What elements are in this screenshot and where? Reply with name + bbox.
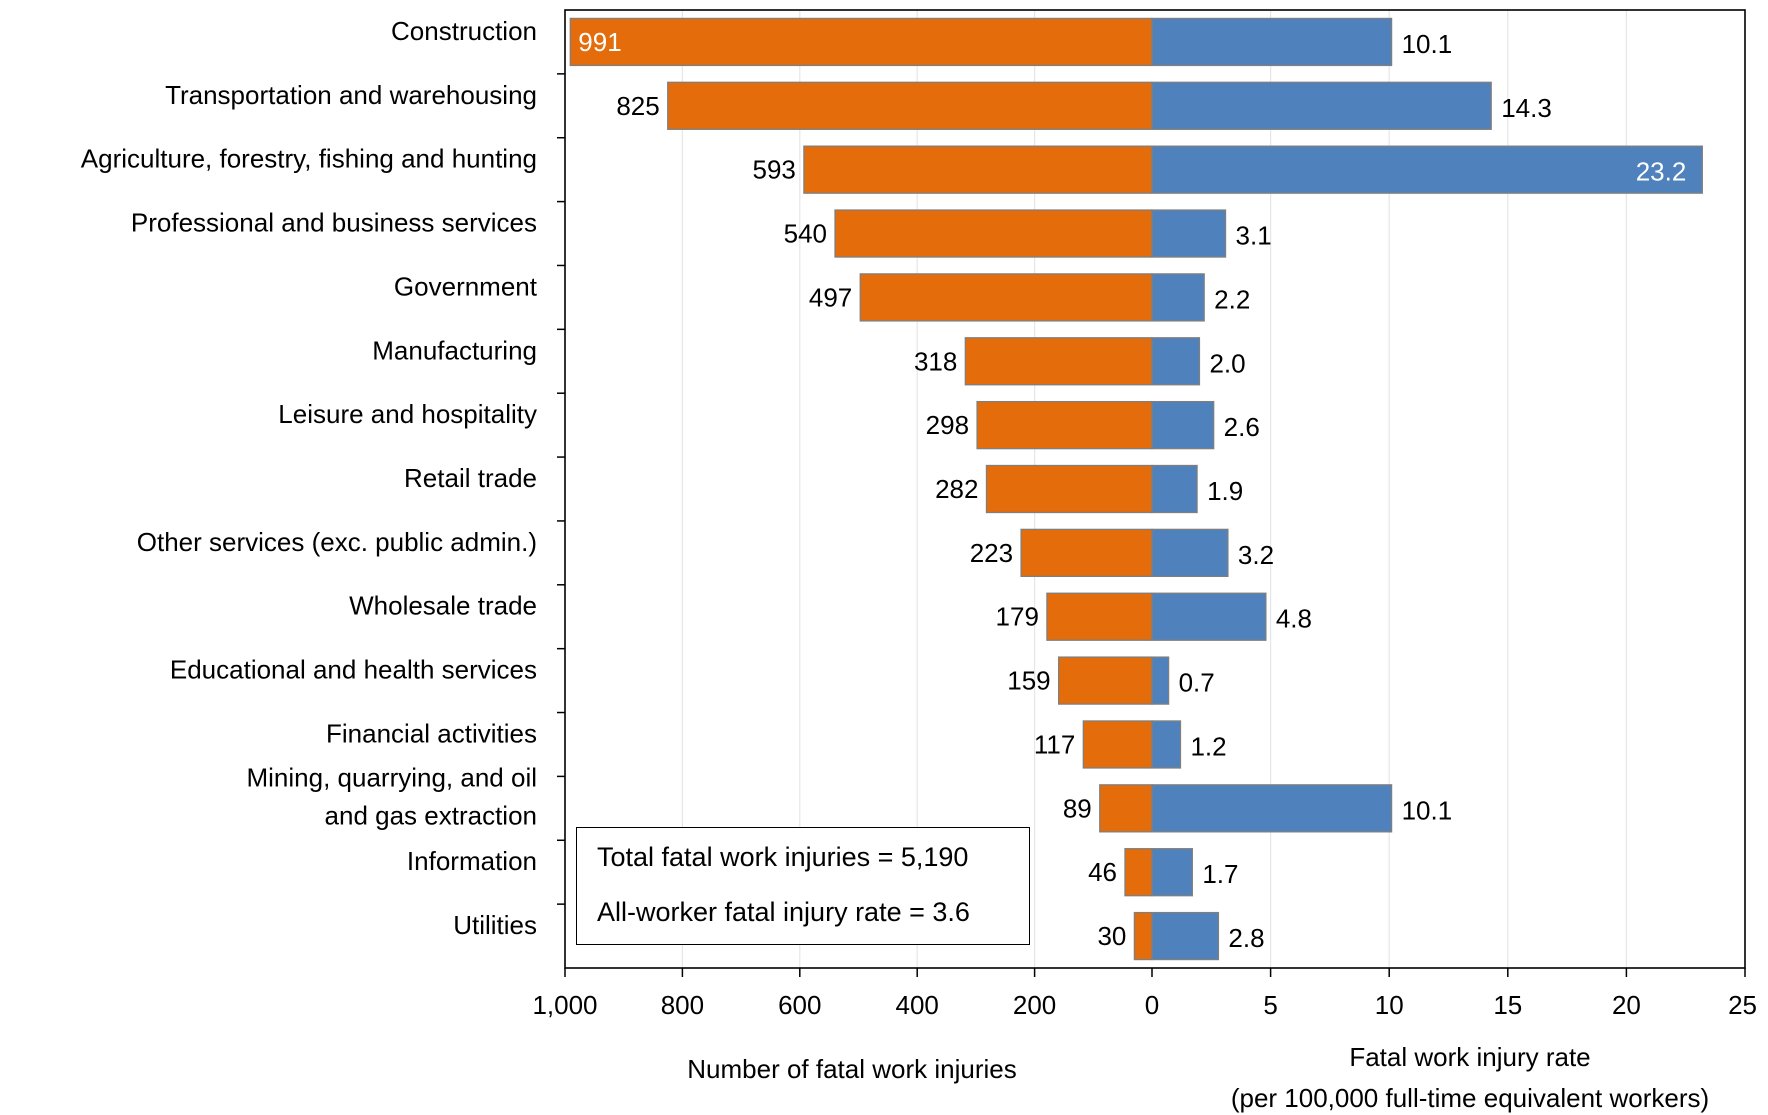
all-worker-rate-note: All-worker fatal injury rate = 3.6: [597, 897, 970, 927]
bar-rate-8: [1151, 528, 1229, 578]
bar-rate-6: [1151, 400, 1215, 450]
category-label-0: Construction: [391, 16, 537, 46]
value-label-rate-14: 2.8: [1228, 923, 1264, 953]
bar-rate-12: [1151, 784, 1393, 833]
category-label-9: Wholesale trade: [349, 591, 537, 621]
value-label-rate-12: 10.1: [1402, 795, 1453, 825]
value-label-rate-6: 2.6: [1224, 412, 1260, 442]
category-label-1: Transportation and warehousing: [165, 80, 537, 110]
value-label-count-2: 593: [753, 155, 796, 185]
value-label-rate-9: 4.8: [1276, 604, 1312, 634]
category-label-5: Manufacturing: [372, 335, 537, 365]
bar-count-7: [985, 464, 1153, 514]
bar-rate-3: [1151, 209, 1227, 258]
bar-rate-9: [1151, 592, 1267, 641]
value-label-count-14: 30: [1097, 921, 1126, 951]
left-axis-title: Number of fatal work injuries: [687, 1054, 1016, 1084]
bar-rate-5: [1151, 337, 1201, 386]
bar-count-3: [834, 209, 1153, 258]
bar-count-5: [964, 337, 1153, 386]
right-axis-title-line-1: Fatal work injury rate: [1349, 1042, 1590, 1072]
bar-count-11: [1082, 720, 1153, 769]
right-axis-title-line-2: (per 100,000 full-time equivalent worker…: [1231, 1083, 1709, 1113]
bar-rate-2: [1151, 145, 1703, 194]
value-label-rate-3: 3.1: [1236, 221, 1272, 251]
value-label-count-4: 497: [809, 282, 852, 312]
value-label-count-6: 298: [926, 410, 969, 440]
bar-count-1: [667, 81, 1153, 130]
value-label-rate-11: 1.2: [1190, 731, 1226, 761]
bar-rate-13: [1151, 848, 1193, 897]
x-tick-label-left-1: 800: [661, 990, 704, 1020]
category-label-10: Educational and health services: [170, 655, 537, 685]
value-label-rate-4: 2.2: [1214, 284, 1250, 314]
x-tick-label-left-4: 200: [1013, 990, 1056, 1020]
x-tick-label-right-0: 5: [1263, 990, 1277, 1020]
x-tick-label-left-0: 1,000: [532, 990, 597, 1020]
bar-count-10: [1058, 656, 1153, 705]
value-label-count-8: 223: [970, 538, 1013, 568]
category-label-7: Retail trade: [404, 463, 537, 493]
x-tick-label-right-2: 15: [1493, 990, 1522, 1020]
value-label-rate-1: 14.3: [1501, 93, 1552, 123]
plot-frame: [564, 9, 1746, 969]
summary-annotation-box: Total fatal work injuries = 5,190 All-wo…: [576, 827, 1030, 945]
category-label-11: Financial activities: [326, 718, 537, 748]
category-label-14: Utilities: [453, 910, 537, 940]
bars: [569, 17, 1703, 961]
value-label-count-3: 540: [784, 219, 827, 249]
category-label-8: Other services (exc. public admin.): [137, 527, 537, 557]
value-label-count-9: 179: [996, 602, 1039, 632]
value-label-count-5: 318: [914, 346, 957, 376]
bar-rate-11: [1151, 720, 1182, 769]
bar-count-0: [569, 17, 1153, 67]
x-tick-label-left-3: 400: [896, 990, 939, 1020]
x-tick-label-right-3: 20: [1612, 990, 1641, 1020]
bar-rate-1: [1151, 81, 1492, 130]
x-tick-label-right-4: 25: [1728, 990, 1757, 1020]
value-label-count-12: 89: [1063, 793, 1092, 823]
bar-rate-0: [1151, 17, 1393, 67]
value-label-count-1: 825: [616, 91, 659, 121]
value-label-rate-13: 1.7: [1202, 859, 1238, 889]
category-label-4: Government: [394, 271, 538, 301]
value-label-rate-10: 0.7: [1179, 668, 1215, 698]
bar-count-8: [1020, 528, 1153, 578]
bar-count-12: [1099, 784, 1153, 833]
category-label-13: Information: [407, 846, 537, 876]
value-label-count-10: 159: [1007, 666, 1050, 696]
value-label-count-0: 991: [578, 27, 621, 57]
x-tick-label-right-1: 10: [1375, 990, 1404, 1020]
bar-count-9: [1046, 592, 1153, 641]
x-tick-label-left-2: 600: [778, 990, 821, 1020]
bar-rate-4: [1151, 273, 1205, 322]
category-label-6: Leisure and hospitality: [278, 399, 537, 429]
category-labels: Construction Transportation and warehousi…: [81, 16, 538, 940]
bar-count-14: [1133, 911, 1153, 961]
value-label-rate-5: 2.0: [1209, 348, 1245, 378]
bar-count-4: [859, 273, 1153, 322]
value-label-count-11: 117: [1034, 729, 1075, 759]
category-label-3: Professional and business services: [131, 208, 537, 238]
total-fatal-injuries-note: Total fatal work injuries = 5,190: [597, 842, 969, 872]
value-label-count-13: 46: [1088, 857, 1117, 887]
bar-rate-7: [1151, 464, 1198, 514]
bar-count-13: [1124, 848, 1153, 897]
bar-rate-10: [1151, 656, 1170, 705]
x-tick-label-left-5: 0: [1145, 990, 1159, 1020]
value-label-rate-8: 3.2: [1238, 540, 1274, 570]
bar-rate-14: [1151, 911, 1220, 961]
axes: 1,000 800 600 400 200 0 5 10 15 20 25: [532, 9, 1757, 1020]
value-label-count-7: 282: [935, 474, 978, 504]
value-label-rate-2: 23.2: [1636, 157, 1687, 187]
value-label-rate-7: 1.9: [1207, 476, 1243, 506]
category-label-2: Agriculture, forestry, fishing and hunti…: [81, 144, 537, 174]
value-labels: 991 10.1 825 14.3 593 23.2 540 3.1 497 2.2 318 2.0 2…: [578, 27, 1686, 953]
value-label-rate-0: 10.1: [1402, 29, 1453, 59]
bar-count-2: [803, 145, 1153, 194]
category-label-12: Mining, quarrying, and oil and gas extrac…: [247, 762, 538, 830]
bar-count-6: [976, 400, 1153, 450]
